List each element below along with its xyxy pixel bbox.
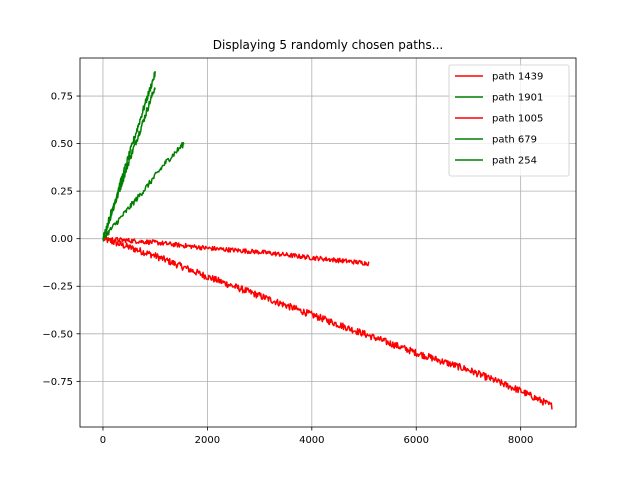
y-tick-label: 0.75 <box>51 92 73 103</box>
x-tick-label: 6000 <box>404 435 429 446</box>
x-tick-label: 0 <box>100 435 106 446</box>
series-line-path-254 <box>102 142 185 239</box>
axes: 0 2000 4000 6000 8000 −0.75 −0.50 −0.25 0.00 0.25… <box>42 57 577 446</box>
x-tick-label: 8000 <box>508 435 533 446</box>
y-tick-label: −0.25 <box>42 282 73 293</box>
y-tick-label: 0.50 <box>51 139 73 150</box>
y-tick-label: −0.50 <box>42 329 73 340</box>
x-tick-label: 2000 <box>195 435 220 446</box>
legend: path 1439 path 1901 path 1005 path 679 path … <box>448 64 570 177</box>
series-line-path-1901 <box>102 87 156 242</box>
chart-title: Displaying 5 randomly chosen paths... <box>213 38 443 52</box>
series-line-path-1439 <box>102 235 553 410</box>
legend-label: path 679 <box>492 135 537 146</box>
legend-label: path 1005 <box>492 114 543 125</box>
series-line-path-679 <box>102 71 156 240</box>
plot-area <box>102 71 553 410</box>
legend-label: path 1901 <box>492 93 543 104</box>
x-tick-label: 4000 <box>299 435 324 446</box>
y-tick-label: 0.00 <box>51 234 73 245</box>
axes-frame <box>79 57 577 428</box>
series-line-path-1005 <box>102 235 370 267</box>
legend-label: path 254 <box>492 156 537 167</box>
legend-box <box>448 64 570 177</box>
y-tick-label: −0.75 <box>42 377 73 388</box>
legend-label: path 1439 <box>492 72 543 83</box>
y-tick-label: 0.25 <box>51 187 73 198</box>
